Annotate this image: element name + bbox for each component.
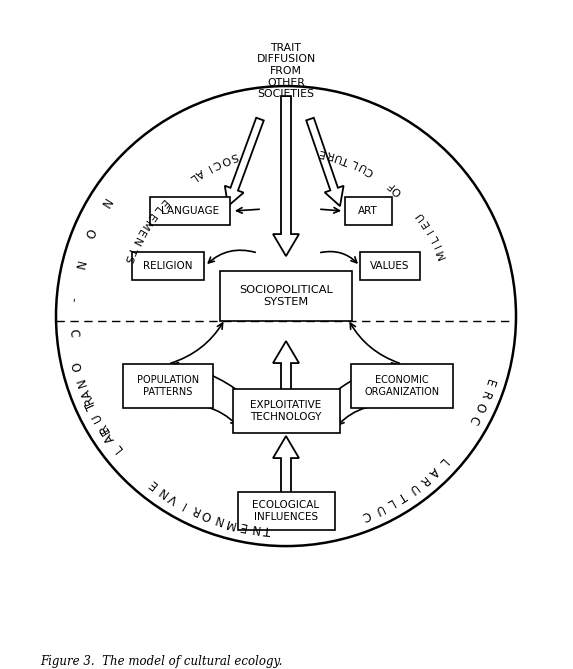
Text: LANGUAGE: LANGUAGE xyxy=(161,206,219,216)
FancyBboxPatch shape xyxy=(123,364,213,408)
Text: U: U xyxy=(89,410,105,423)
Text: E: E xyxy=(482,377,497,388)
Text: A: A xyxy=(103,431,118,445)
Text: A: A xyxy=(426,464,441,479)
Text: U: U xyxy=(356,160,367,173)
Text: E: E xyxy=(238,518,248,533)
Text: T: T xyxy=(126,245,138,255)
Text: F: F xyxy=(385,179,396,191)
FancyBboxPatch shape xyxy=(344,197,391,225)
Text: ECONOMIC
ORGANIZATION: ECONOMIC ORGANIZATION xyxy=(364,375,439,397)
Text: T: T xyxy=(341,153,351,165)
Text: C: C xyxy=(363,164,375,177)
Text: T: T xyxy=(84,399,99,411)
Text: ECOLOGICAL
INFLUENCES: ECOLOGICAL INFLUENCES xyxy=(253,500,320,522)
Text: L: L xyxy=(435,455,449,469)
Text: I: I xyxy=(179,498,189,510)
Text: R: R xyxy=(477,389,492,401)
Text: N: N xyxy=(97,195,112,210)
Polygon shape xyxy=(273,96,299,256)
Text: E: E xyxy=(419,217,431,228)
Text: O: O xyxy=(81,226,97,240)
Text: N: N xyxy=(212,512,225,527)
Text: M: M xyxy=(138,218,152,231)
Text: C: C xyxy=(466,412,481,425)
Text: E: E xyxy=(316,147,325,157)
Text: R: R xyxy=(96,421,111,434)
Text: C: C xyxy=(360,507,372,522)
Text: N: N xyxy=(250,520,260,535)
Polygon shape xyxy=(273,436,299,496)
Text: C: C xyxy=(211,157,222,169)
Polygon shape xyxy=(225,118,264,206)
Text: O: O xyxy=(391,183,404,197)
Text: A: A xyxy=(79,388,95,400)
Text: VALUES: VALUES xyxy=(370,261,410,271)
Text: L: L xyxy=(429,232,440,243)
Text: N: N xyxy=(129,235,142,247)
Text: ART: ART xyxy=(358,206,378,216)
Text: O: O xyxy=(472,400,488,414)
FancyBboxPatch shape xyxy=(132,252,204,280)
Text: R: R xyxy=(81,393,96,405)
Text: T: T xyxy=(263,522,272,536)
FancyBboxPatch shape xyxy=(220,271,352,321)
FancyBboxPatch shape xyxy=(237,492,335,530)
Text: U: U xyxy=(414,209,427,222)
Text: R: R xyxy=(189,502,202,517)
Text: E: E xyxy=(134,227,146,238)
Text: N: N xyxy=(155,483,170,499)
Text: I: I xyxy=(204,163,211,173)
Text: R: R xyxy=(416,473,430,488)
Text: L: L xyxy=(111,442,125,455)
Text: V: V xyxy=(167,490,180,506)
Text: L: L xyxy=(186,171,197,183)
Text: E: E xyxy=(156,196,169,208)
Text: I: I xyxy=(433,242,444,249)
Text: R: R xyxy=(324,148,334,160)
Text: S: S xyxy=(122,254,134,264)
FancyBboxPatch shape xyxy=(150,197,230,225)
Text: U: U xyxy=(332,151,343,163)
Text: RELIGION: RELIGION xyxy=(143,261,193,271)
FancyBboxPatch shape xyxy=(360,252,420,280)
Text: U: U xyxy=(405,481,420,496)
Text: E: E xyxy=(97,423,112,436)
Text: L: L xyxy=(151,203,162,215)
Text: EXPLOITATIVE
TECHNOLOGY: EXPLOITATIVE TECHNOLOGY xyxy=(250,400,321,422)
Text: L: L xyxy=(384,496,396,510)
Text: A: A xyxy=(194,166,205,179)
Text: N: N xyxy=(71,260,85,271)
Text: POPULATION
PATTERNS: POPULATION PATTERNS xyxy=(137,375,199,397)
Text: O: O xyxy=(219,153,231,166)
Text: N: N xyxy=(75,376,90,388)
Text: SOCIOPOLITICAL
SYSTEM: SOCIOPOLITICAL SYSTEM xyxy=(239,285,333,307)
Text: S: S xyxy=(229,151,239,163)
Text: U: U xyxy=(372,501,385,516)
Polygon shape xyxy=(273,341,299,396)
Text: E: E xyxy=(146,476,160,491)
Text: O: O xyxy=(200,507,213,522)
Text: T: T xyxy=(395,488,408,504)
FancyBboxPatch shape xyxy=(233,389,339,433)
Text: O: O xyxy=(71,361,85,373)
Text: TRAIT
DIFFUSION
FROM
OTHER
SOCIETIES: TRAIT DIFFUSION FROM OTHER SOCIETIES xyxy=(256,43,316,99)
Text: M: M xyxy=(435,247,448,260)
Text: M: M xyxy=(224,515,237,531)
Polygon shape xyxy=(306,118,344,206)
FancyBboxPatch shape xyxy=(351,364,453,408)
Text: L: L xyxy=(349,157,359,169)
Text: -: - xyxy=(66,296,80,302)
Text: I: I xyxy=(425,226,435,234)
Text: C: C xyxy=(66,328,80,338)
Text: E: E xyxy=(144,211,156,223)
Text: Figure 3.  The model of cultural ecology.: Figure 3. The model of cultural ecology. xyxy=(40,655,282,668)
